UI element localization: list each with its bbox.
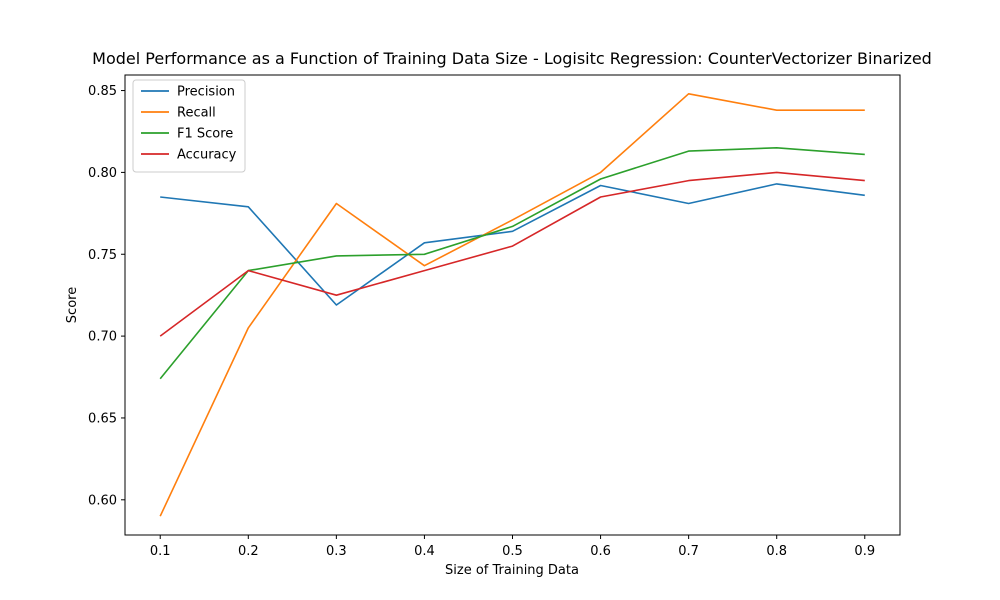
series-line-recall	[159, 93, 865, 517]
x-tick-label: 0.7	[678, 544, 699, 559]
chart-title: Model Performance as a Function of Train…	[92, 49, 932, 68]
y-tick-label: 0.75	[88, 248, 117, 263]
y-axis: 0.60 0.65 0.70 0.75 0.80 0.85	[88, 84, 125, 508]
series-lines	[159, 93, 865, 517]
legend-label: Accuracy	[177, 148, 237, 163]
y-tick-label: 0.80	[88, 166, 117, 181]
y-tick-label: 0.85	[88, 84, 117, 99]
x-tick-label: 0.8	[766, 544, 787, 559]
legend-box	[132, 79, 246, 173]
series-line-precision	[160, 183, 865, 306]
x-axis: 0.1 0.2 0.3 0.4 0.5 0.6 0.7 0.8 0.9	[150, 535, 875, 559]
x-tick-label: 0.2	[238, 544, 259, 559]
x-tick-label: 0.6	[590, 544, 611, 559]
x-tick-label: 0.3	[326, 544, 347, 559]
x-tick-label: 0.4	[414, 544, 435, 559]
x-axis-label: Size of Training Data	[445, 563, 579, 578]
y-tick-label: 0.65	[88, 411, 117, 426]
legend: Precision Recall F1 Score Accuracy	[132, 79, 246, 173]
x-tick-label: 0.5	[502, 544, 523, 559]
y-tick-label: 0.70	[88, 330, 117, 345]
legend-label: Precision	[177, 85, 235, 100]
y-tick-label: 0.60	[88, 493, 117, 508]
y-axis-label: Score	[65, 287, 80, 323]
x-tick-label: 0.1	[150, 544, 171, 559]
legend-label: F1 Score	[177, 127, 233, 142]
series-line-accuracy	[159, 171, 865, 337]
series-line-f1-score	[159, 147, 865, 380]
x-tick-label: 0.9	[854, 544, 875, 559]
legend-label: Recall	[177, 106, 216, 121]
